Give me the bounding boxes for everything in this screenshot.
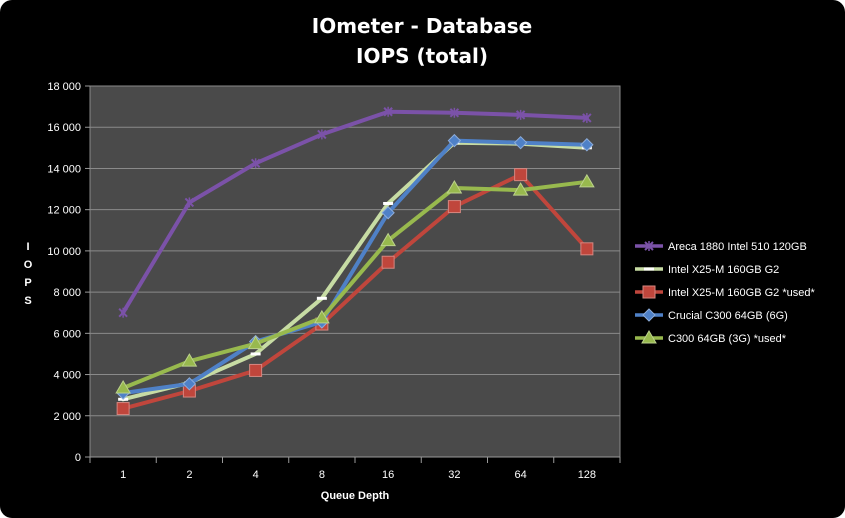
data-point-marker (582, 112, 592, 123)
data-point-marker (512, 182, 529, 196)
y-tick-label: 16 000 (47, 122, 81, 134)
data-point-marker (247, 335, 264, 350)
data-point-marker (447, 133, 462, 148)
data-point-marker (184, 197, 195, 208)
data-point-marker (314, 309, 330, 324)
data-point-marker (380, 232, 396, 247)
data-point-marker (181, 353, 198, 367)
data-point-marker (580, 242, 594, 256)
y-tick-label: 6 000 (53, 328, 81, 340)
data-point-marker (383, 106, 393, 117)
data-point-marker (115, 379, 131, 394)
series-line (121, 179, 589, 390)
y-axis-label: IOPS (24, 241, 33, 307)
legend: Areca 1880 Intel 510 120GB Intel X25-M 16… (635, 241, 815, 345)
y-tick-label: 12 000 (47, 205, 81, 217)
y-axis-label-letter: I (26, 241, 29, 253)
y-axis-ticks: 0 2 000 4 000 6 000 8 000 10 000 12 000 14 000 1… (47, 81, 90, 464)
data-point-marker (447, 200, 461, 214)
data-point-marker (250, 352, 261, 356)
x-tick-label: 1 (120, 469, 126, 481)
legend-entry: Intel X25-M 160GB G2 (635, 264, 779, 276)
data-point-marker (446, 180, 463, 194)
data-point-marker (580, 138, 594, 152)
data-point-marker (644, 241, 654, 251)
x-tick-label: 128 (578, 469, 596, 481)
x-tick-label: 8 (319, 469, 325, 481)
y-axis-label-letter: P (24, 277, 31, 289)
x-axis-label: Queue Depth (321, 490, 390, 502)
y-axis-label-letter: S (24, 295, 31, 307)
data-point-marker (515, 109, 526, 120)
legend-label: Intel X25-M 160GB G2 *used* (668, 287, 815, 299)
data-point-marker (118, 307, 128, 318)
series-line (121, 109, 589, 315)
x-tick-label: 2 (186, 469, 192, 481)
data-point-marker (642, 285, 656, 299)
data-point-marker (514, 168, 528, 182)
data-point-marker (381, 206, 395, 220)
y-tick-label: 4 000 (53, 370, 81, 382)
data-point-marker (383, 201, 394, 205)
series-lines (115, 106, 595, 416)
x-tick-label: 64 (515, 469, 527, 481)
y-tick-label: 0 (75, 452, 81, 464)
data-point-marker (182, 377, 197, 391)
data-point-marker (579, 173, 595, 188)
x-tick-label: 32 (448, 469, 460, 481)
series-group (115, 173, 595, 394)
data-point-marker (381, 255, 395, 269)
data-point-marker (250, 158, 261, 169)
data-point-marker (116, 402, 130, 416)
series-line (121, 138, 589, 396)
x-tick-label: 4 (253, 469, 259, 481)
x-tick-label: 16 (382, 469, 394, 481)
data-point-marker (249, 363, 263, 377)
chart-subtitle: IOPS (total) (356, 44, 488, 68)
series-line (121, 172, 589, 411)
data-point-marker (644, 267, 654, 271)
y-axis-label-letter: O (24, 259, 33, 271)
legend-entry: Intel X25-M 160GB G2 *used* (635, 285, 815, 299)
data-point-marker (513, 135, 528, 150)
y-tick-label: 8 000 (53, 287, 81, 299)
legend-label: Areca 1880 Intel 510 120GB (668, 241, 807, 253)
data-point-marker (642, 308, 656, 322)
y-tick-label: 18 000 (47, 81, 81, 93)
series-group (118, 106, 592, 318)
y-tick-label: 14 000 (47, 163, 81, 175)
legend-entry: C300 64GB (3G) *used* (635, 330, 787, 345)
legend-entry: Crucial C300 64GB (6G) (635, 308, 788, 322)
y-tick-label: 2 000 (53, 411, 81, 423)
data-point-marker (449, 107, 460, 118)
legend-label: C300 64GB (3G) *used* (668, 333, 787, 345)
data-point-marker (641, 330, 657, 344)
legend-label: Crucial C300 64GB (6G) (668, 310, 788, 322)
legend-entry: Areca 1880 Intel 510 120GB (635, 241, 807, 253)
legend-label: Intel X25-M 160GB G2 (668, 264, 779, 276)
y-tick-label: 10 000 (47, 246, 81, 258)
x-axis-ticks: 1 2 4 8 16 32 64 128 (89, 457, 621, 481)
data-point-marker (316, 296, 327, 300)
data-point-marker (317, 129, 327, 140)
chart-title: IOmeter - Database (312, 14, 533, 38)
